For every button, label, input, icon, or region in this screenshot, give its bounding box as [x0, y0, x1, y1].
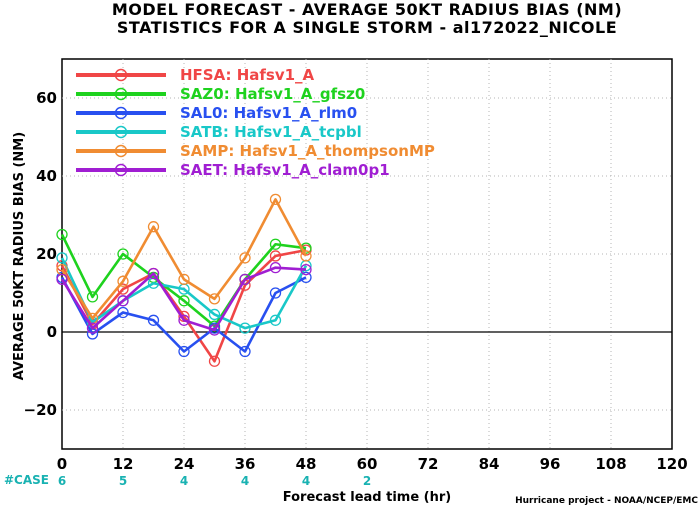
- x-tick-label: 120: [656, 455, 687, 473]
- case-counts: 6 5 4 4 4 2: [58, 474, 371, 488]
- chart-subtitle: STATISTICS FOR A SINGLE STORM - al172022…: [116, 18, 618, 37]
- data-point: [208, 293, 221, 305]
- data-point: [178, 273, 190, 286]
- data-point: [117, 295, 129, 307]
- x-tick-label: 96: [540, 455, 561, 473]
- data-point: [178, 314, 190, 326]
- x-tick-label: 36: [235, 455, 256, 473]
- data-point: [117, 248, 129, 260]
- data-point: [300, 263, 312, 276]
- case-count: 2: [363, 474, 371, 488]
- chart-title: MODEL FORECAST - AVERAGE 50KT RADIUS BIA…: [111, 0, 623, 19]
- y-tick-label: 60: [36, 89, 57, 107]
- data-point: [208, 355, 221, 367]
- series-group: [56, 193, 312, 367]
- data-point: [208, 308, 221, 321]
- data-point: [117, 275, 129, 287]
- case-count: 6: [58, 474, 66, 488]
- data-point: [269, 238, 282, 250]
- series-line: [60, 248, 307, 363]
- data-point: [86, 291, 99, 303]
- x-tick-label: 108: [595, 455, 626, 473]
- legend-label: SATB: Hafsv1_A_tcpbl: [180, 123, 362, 141]
- data-point: [269, 287, 282, 299]
- data-point: [239, 252, 251, 264]
- data-point: [269, 193, 282, 206]
- data-point: [269, 261, 282, 274]
- case-count: 4: [241, 474, 249, 488]
- x-tick-label: 0: [57, 455, 67, 473]
- y-tick-label: −20: [24, 401, 57, 419]
- legend-label: HFSA: Hafsv1_A: [180, 66, 315, 84]
- y-axis-label: AVERAGE 50KT RADIUS BIAS (NM): [12, 132, 27, 380]
- data-point: [300, 271, 312, 284]
- case-count: 5: [119, 474, 127, 488]
- series-line: [60, 233, 307, 328]
- data-point: [239, 273, 251, 286]
- x-axis-label: Forecast lead time (hr): [283, 490, 451, 505]
- data-point: [147, 267, 160, 280]
- series-3: [56, 271, 312, 358]
- x-tick-label: 24: [174, 455, 195, 473]
- series-line: [60, 198, 308, 320]
- data-point: [147, 314, 160, 326]
- data-point: [239, 345, 251, 358]
- data-point: [239, 322, 251, 334]
- legend-marker: [114, 125, 128, 139]
- y-tick-labels: −20 0 20 40 60: [24, 89, 57, 419]
- series-line: [60, 257, 308, 330]
- legend-marker: [114, 144, 128, 158]
- x-tick-label: 84: [479, 455, 500, 473]
- data-point: [178, 345, 190, 358]
- data-point: [56, 273, 68, 286]
- legend-marker: [114, 87, 128, 101]
- data-point: [300, 250, 312, 262]
- data-point: [117, 306, 129, 319]
- series-line: [60, 276, 307, 353]
- case-label: #CASE: [4, 473, 49, 487]
- data-point: [178, 295, 190, 307]
- data-point: [86, 322, 99, 334]
- data-point: [269, 250, 282, 262]
- x-tick-label: 60: [357, 455, 378, 473]
- legend-label: SAET: Hafsv1_A_clam0p1: [180, 161, 390, 179]
- legend-label: SAL0: Hafsv1_A_rlm0: [180, 104, 357, 122]
- y-tick-label: 20: [36, 245, 57, 263]
- legend-marker: [114, 106, 128, 120]
- data-point: [269, 314, 282, 326]
- legend-label: SAZ0: Hafsv1_A_gfsz0: [180, 85, 365, 103]
- legend-marker: [114, 68, 128, 82]
- data-point: [208, 324, 221, 336]
- x-tick-label: 48: [296, 455, 317, 473]
- data-point: [56, 252, 68, 264]
- x-tick-labels: 0 12 24 36 48 60 72 84 96 108 120: [57, 455, 688, 473]
- data-point: [56, 228, 68, 241]
- case-count: 4: [180, 474, 188, 488]
- data-point: [147, 221, 160, 233]
- series-line: [60, 266, 307, 332]
- legend-label: SAMP: Hafsv1_A_thompsonMP: [180, 142, 435, 160]
- credit-text: Hurricane project - NOAA/NCEP/EMC: [515, 496, 698, 506]
- y-tick-label: 0: [47, 323, 57, 341]
- x-tick-label: 12: [113, 455, 134, 473]
- y-tick-label: 40: [36, 167, 57, 185]
- legend-marker: [114, 163, 128, 177]
- x-tick-label: 72: [418, 455, 439, 473]
- series-6: [56, 261, 312, 336]
- case-count: 4: [302, 474, 310, 488]
